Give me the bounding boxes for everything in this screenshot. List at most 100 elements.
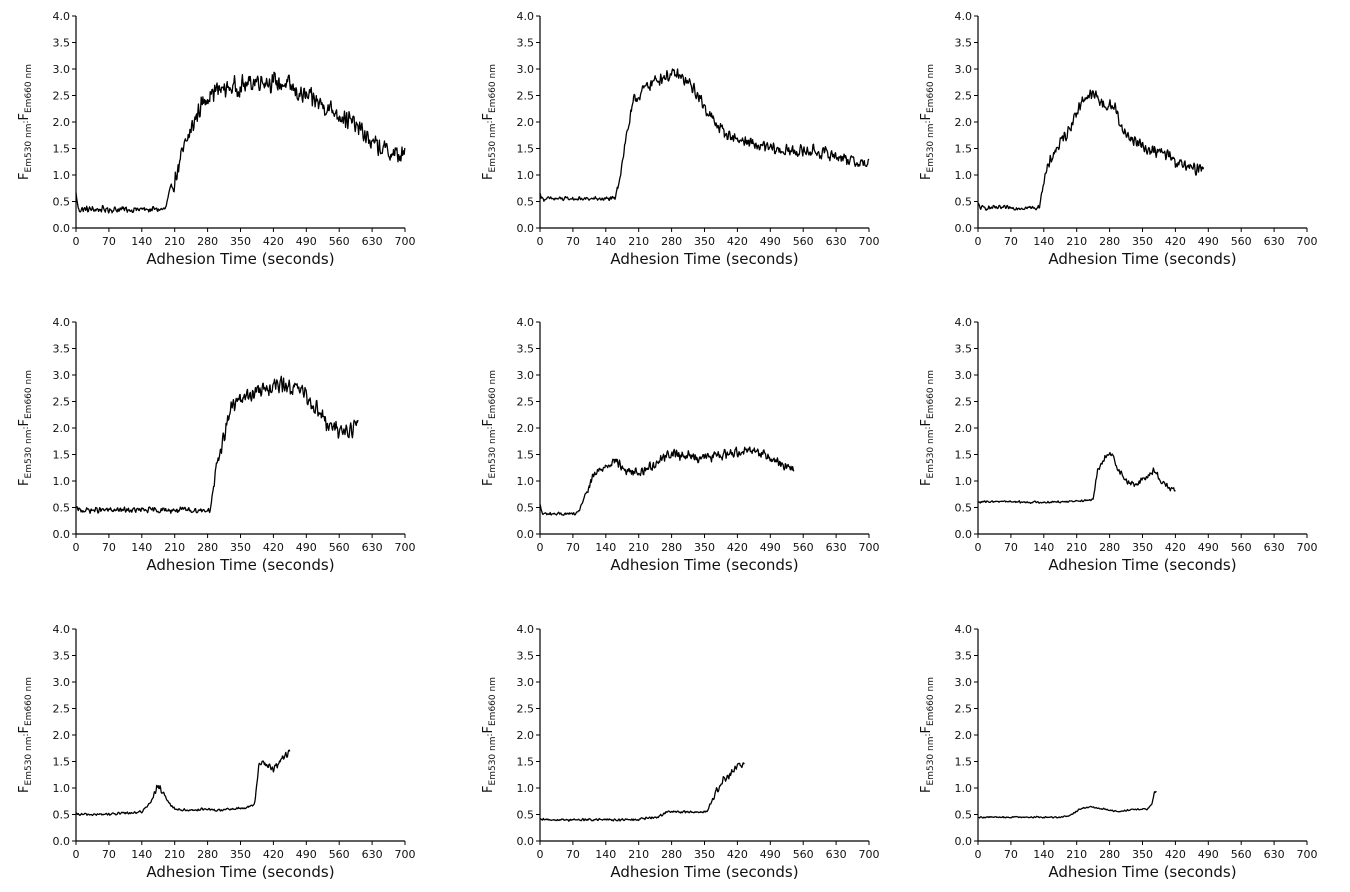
y-tick-label: 2.5 (517, 703, 535, 716)
y-tick-label: 1.5 (53, 449, 71, 462)
x-tick-label: 70 (566, 848, 580, 861)
y-tick-label: 0.5 (955, 809, 973, 822)
x-axis-title: Adhesion Time (seconds) (610, 863, 798, 881)
x-tick-label: 210 (628, 848, 649, 861)
x-tick-label: 700 (859, 541, 880, 554)
series-line (977, 89, 1205, 211)
x-axis-title: Adhesion Time (seconds) (1048, 250, 1236, 268)
y-tick-label: 4.0 (53, 316, 71, 329)
y-tick-label: 2.0 (53, 422, 71, 435)
y-tick-label: 0.5 (53, 502, 71, 515)
x-tick-label: 140 (1033, 848, 1054, 861)
y-axis-title: FEm530 nm:FEm660 nm (919, 677, 936, 793)
y-tick-label: 2.5 (53, 90, 71, 103)
x-tick-label: 140 (131, 541, 152, 554)
chart-panel: 0.0 0.5 1.0 1.5 2.0 2.5 3.0 3.5 4.0 0 70 140 210 280 3… (919, 316, 1318, 574)
y-tick-label: 2.0 (517, 729, 535, 742)
x-tick-label: 700 (395, 541, 416, 554)
y-tick-label: 2.5 (955, 90, 973, 103)
y-tick-label: 1.0 (517, 169, 535, 182)
y-tick-label: 3.0 (53, 676, 71, 689)
x-tick-label: 700 (1297, 848, 1318, 861)
x-tick-label: 350 (230, 541, 251, 554)
y-tick-label: 1.5 (955, 143, 973, 156)
y-tick-label: 0.0 (517, 222, 535, 235)
x-tick-label: 630 (826, 541, 847, 554)
y-tick-label: 3.0 (517, 369, 535, 382)
y-tick-label: 4.0 (955, 623, 973, 636)
y-tick-label: 4.0 (517, 316, 535, 329)
x-tick-label: 420 (263, 541, 284, 554)
y-tick-label: 3.5 (517, 650, 535, 663)
y-tick-label: 4.0 (517, 623, 535, 636)
chart-panel: 0.0 0.5 1.0 1.5 2.0 2.5 3.0 3.5 4.0 0 70 140 210 280 3… (919, 10, 1318, 268)
y-tick-label: 0.0 (955, 835, 973, 848)
series-line (75, 71, 406, 214)
x-tick-label: 140 (131, 848, 152, 861)
y-tick-label: 4.0 (53, 10, 71, 23)
x-tick-label: 630 (1264, 541, 1285, 554)
x-tick-label: 560 (329, 235, 350, 248)
chart-panel: 0.0 0.5 1.0 1.5 2.0 2.5 3.0 3.5 4.0 0 70 140 210 280 3… (919, 623, 1318, 881)
x-tick-label: 630 (362, 541, 383, 554)
y-tick-label: 0.0 (955, 222, 973, 235)
y-tick-label: 4.0 (53, 623, 71, 636)
y-tick-label: 2.5 (53, 703, 71, 716)
chart-panel: 0.0 0.5 1.0 1.5 2.0 2.5 3.0 3.5 4.0 0 70 140 210 280 3… (17, 623, 416, 881)
x-tick-label: 490 (760, 541, 781, 554)
y-tick-label: 2.5 (53, 396, 71, 409)
x-tick-label: 630 (826, 235, 847, 248)
chart-panel: 0.0 0.5 1.0 1.5 2.0 2.5 3.0 3.5 4.0 0 70 140 210 280 3… (481, 10, 880, 268)
x-tick-label: 490 (296, 848, 317, 861)
x-tick-label: 0 (537, 235, 544, 248)
series-line (75, 375, 359, 514)
y-axis-title: FEm530 nm:FEm660 nm (17, 64, 34, 180)
y-tick-label: 3.0 (517, 676, 535, 689)
y-tick-label: 0.5 (955, 502, 973, 515)
y-tick-label: 0.0 (53, 528, 71, 541)
y-tick-label: 1.0 (53, 169, 71, 182)
y-tick-label: 0.5 (517, 809, 535, 822)
x-tick-label: 0 (975, 541, 982, 554)
x-tick-label: 70 (1004, 541, 1018, 554)
x-tick-label: 140 (595, 848, 616, 861)
y-tick-label: 2.0 (517, 422, 535, 435)
y-tick-label: 1.0 (517, 782, 535, 795)
x-tick-label: 140 (595, 541, 616, 554)
x-tick-label: 0 (73, 235, 80, 248)
x-tick-label: 560 (793, 848, 814, 861)
x-tick-label: 490 (1198, 848, 1219, 861)
y-tick-label: 2.0 (517, 116, 535, 129)
y-tick-label: 3.5 (53, 343, 71, 356)
x-tick-label: 630 (1264, 848, 1285, 861)
y-tick-label: 0.0 (517, 835, 535, 848)
x-tick-label: 350 (230, 848, 251, 861)
x-tick-label: 560 (1231, 235, 1252, 248)
y-tick-label: 1.5 (53, 143, 71, 156)
y-tick-label: 3.0 (955, 676, 973, 689)
y-tick-label: 1.0 (53, 782, 71, 795)
x-tick-label: 700 (859, 848, 880, 861)
x-axis-title: Adhesion Time (seconds) (1048, 556, 1236, 574)
x-tick-label: 560 (793, 541, 814, 554)
x-tick-label: 140 (131, 235, 152, 248)
series-line (539, 68, 870, 202)
y-tick-label: 1.0 (955, 475, 973, 488)
x-tick-label: 490 (296, 541, 317, 554)
x-tick-label: 490 (1198, 541, 1219, 554)
x-tick-label: 560 (329, 541, 350, 554)
x-tick-label: 420 (263, 235, 284, 248)
y-tick-label: 2.5 (517, 90, 535, 103)
x-axis-title: Adhesion Time (seconds) (146, 863, 334, 881)
y-axis-title: FEm530 nm:FEm660 nm (17, 677, 34, 793)
y-tick-label: 1.0 (955, 169, 973, 182)
x-tick-label: 630 (826, 848, 847, 861)
x-tick-label: 490 (760, 848, 781, 861)
y-tick-label: 4.0 (955, 10, 973, 23)
x-tick-label: 70 (102, 235, 116, 248)
x-tick-label: 420 (1165, 541, 1186, 554)
x-tick-label: 280 (197, 235, 218, 248)
y-tick-label: 1.5 (53, 756, 71, 769)
y-tick-label: 2.0 (955, 422, 973, 435)
y-tick-label: 3.5 (53, 37, 71, 50)
